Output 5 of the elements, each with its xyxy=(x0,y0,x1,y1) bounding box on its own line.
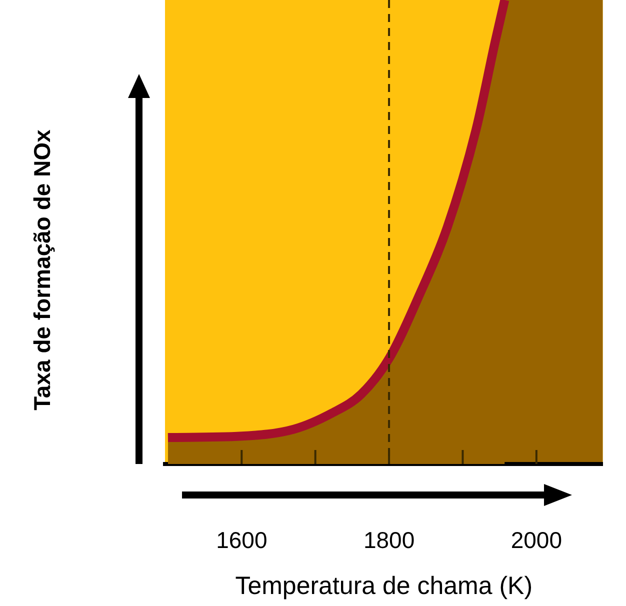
x-tick-label: 2000 xyxy=(510,527,562,554)
x-tick-label: 1800 xyxy=(363,527,415,554)
x-axis-title: Temperatura de chama (K) xyxy=(235,572,533,600)
y-axis-title: Taxa de formação de NOx xyxy=(28,128,56,412)
x-tick-label: 1600 xyxy=(216,527,268,554)
